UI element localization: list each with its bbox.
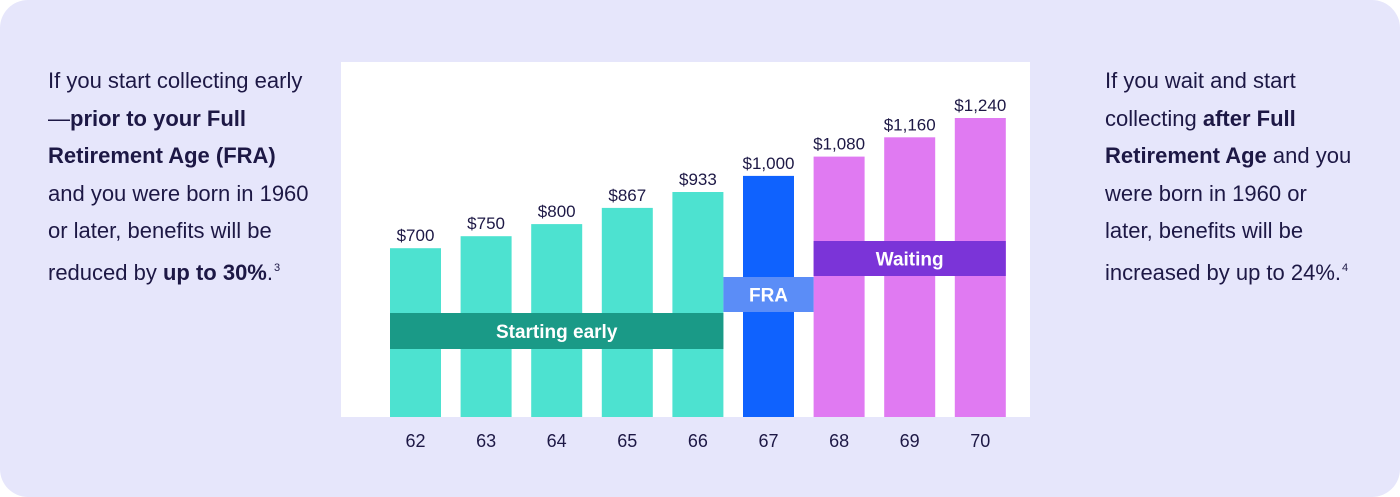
x-tick-label-64: 64 <box>547 431 567 451</box>
early-note-text-1: If you start collecting early— <box>48 68 303 131</box>
x-tick-label-70: 70 <box>970 431 990 451</box>
chart-panel: Starting early FRA Waiting $700 $750 $800 $867… <box>341 62 1030 451</box>
bar-age-66 <box>672 192 724 417</box>
x-tick-label-65: 65 <box>617 431 637 451</box>
bar-age-65 <box>601 207 653 417</box>
value-label-age-63: $750 <box>467 214 505 233</box>
band-waiting <box>813 241 1006 276</box>
band-fra <box>723 277 814 312</box>
x-tick-label-67: 67 <box>758 431 778 451</box>
delayed-note-text-1: If you wait and start collecting <box>1105 68 1296 131</box>
value-label-age-69: $1,160 <box>884 115 936 134</box>
x-tick-label-68: 68 <box>829 431 849 451</box>
footnote-ref-3: 3 <box>274 261 281 274</box>
bar-age-69 <box>884 137 936 418</box>
footnote-ref-4: 4 <box>1342 261 1349 274</box>
band-label-fra: FRA <box>749 286 788 307</box>
value-label-age-65: $867 <box>608 186 646 205</box>
delayed-note-text-2: and you were born in 1960 or later, bene… <box>1105 143 1352 285</box>
delayed-note-emphasis: after Full Retirement Age <box>1105 105 1296 169</box>
value-label-age-62: $700 <box>397 226 435 245</box>
early-note-text-3: . <box>266 259 273 285</box>
early-collection-note: If you start collecting early—prior to y… <box>48 62 318 291</box>
early-note-emphasis-2: up to 30% <box>162 259 267 285</box>
early-note-text-2: and you were born in 1960 or later, bene… <box>48 180 309 285</box>
value-label-age-67: $1,000 <box>743 154 795 173</box>
bar-age-68 <box>813 156 865 417</box>
x-tick-label-66: 66 <box>688 431 708 451</box>
value-label-age-66: $933 <box>679 170 717 189</box>
band-label-early: Starting early <box>496 322 618 343</box>
band-label-waiting: Waiting <box>876 250 944 271</box>
value-label-age-68: $1,080 <box>813 135 865 154</box>
x-tick-label-62: 62 <box>405 431 425 451</box>
band-early <box>390 313 724 349</box>
delayed-collection-note: If you wait and start collecting after F… <box>1105 62 1355 291</box>
early-note-emphasis-1: prior to your Full Retirement Age (FRA) <box>48 105 276 169</box>
x-tick-label-63: 63 <box>476 431 496 451</box>
benefits-bar-chart: Starting early FRA Waiting $700 $750 $800 $867… <box>390 96 1006 451</box>
value-label-age-70: $1,240 <box>954 96 1006 115</box>
x-tick-label-69: 69 <box>900 431 920 451</box>
value-label-age-64: $800 <box>538 202 576 221</box>
